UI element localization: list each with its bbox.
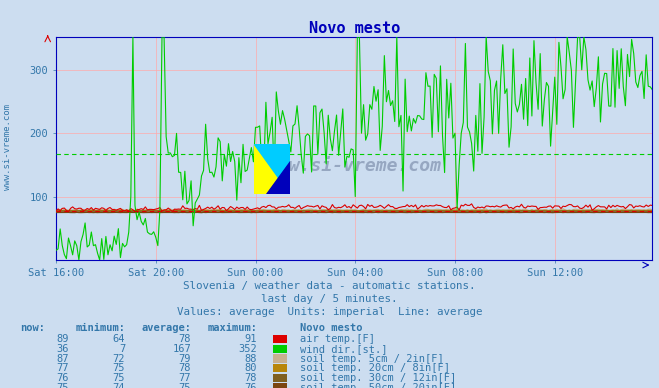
Title: Novo mesto: Novo mesto [308, 21, 400, 36]
Text: minimum:: minimum: [76, 322, 126, 333]
Text: 78: 78 [244, 373, 257, 383]
Text: Slovenia / weather data - automatic stations.: Slovenia / weather data - automatic stat… [183, 281, 476, 291]
Text: 87: 87 [57, 353, 69, 364]
Text: 75: 75 [113, 363, 125, 373]
Text: 76: 76 [57, 373, 69, 383]
Text: last day / 5 minutes.: last day / 5 minutes. [261, 294, 398, 304]
Polygon shape [254, 144, 290, 194]
Text: soil temp. 5cm / 2in[F]: soil temp. 5cm / 2in[F] [300, 353, 444, 364]
Text: 91: 91 [244, 334, 257, 344]
Text: 89: 89 [57, 334, 69, 344]
Text: 75: 75 [179, 383, 191, 388]
Text: 7: 7 [119, 344, 125, 354]
Text: 79: 79 [179, 353, 191, 364]
Text: 352: 352 [239, 344, 257, 354]
Text: soil temp. 50cm / 20in[F]: soil temp. 50cm / 20in[F] [300, 383, 456, 388]
Text: Values: average  Units: imperial  Line: average: Values: average Units: imperial Line: av… [177, 307, 482, 317]
Text: 78: 78 [179, 334, 191, 344]
Polygon shape [266, 161, 290, 194]
Text: 72: 72 [113, 353, 125, 364]
Text: now:: now: [20, 322, 45, 333]
Text: 77: 77 [179, 373, 191, 383]
Text: 77: 77 [57, 363, 69, 373]
Text: 80: 80 [244, 363, 257, 373]
Text: wind dir.[st.]: wind dir.[st.] [300, 344, 387, 354]
Text: Novo mesto: Novo mesto [300, 322, 362, 333]
Text: soil temp. 20cm / 8in[F]: soil temp. 20cm / 8in[F] [300, 363, 450, 373]
Polygon shape [254, 144, 290, 194]
Text: air temp.[F]: air temp.[F] [300, 334, 375, 344]
Text: 75: 75 [57, 383, 69, 388]
Text: 74: 74 [113, 383, 125, 388]
Text: 64: 64 [113, 334, 125, 344]
Text: 167: 167 [173, 344, 191, 354]
Text: www.si-vreme.com: www.si-vreme.com [267, 157, 442, 175]
Text: maximum:: maximum: [208, 322, 258, 333]
Text: 36: 36 [57, 344, 69, 354]
Text: 75: 75 [113, 373, 125, 383]
Text: www.si-vreme.com: www.si-vreme.com [3, 104, 13, 191]
Text: 76: 76 [244, 383, 257, 388]
Text: 88: 88 [244, 353, 257, 364]
Text: average:: average: [142, 322, 192, 333]
Text: 78: 78 [179, 363, 191, 373]
Text: soil temp. 30cm / 12in[F]: soil temp. 30cm / 12in[F] [300, 373, 456, 383]
